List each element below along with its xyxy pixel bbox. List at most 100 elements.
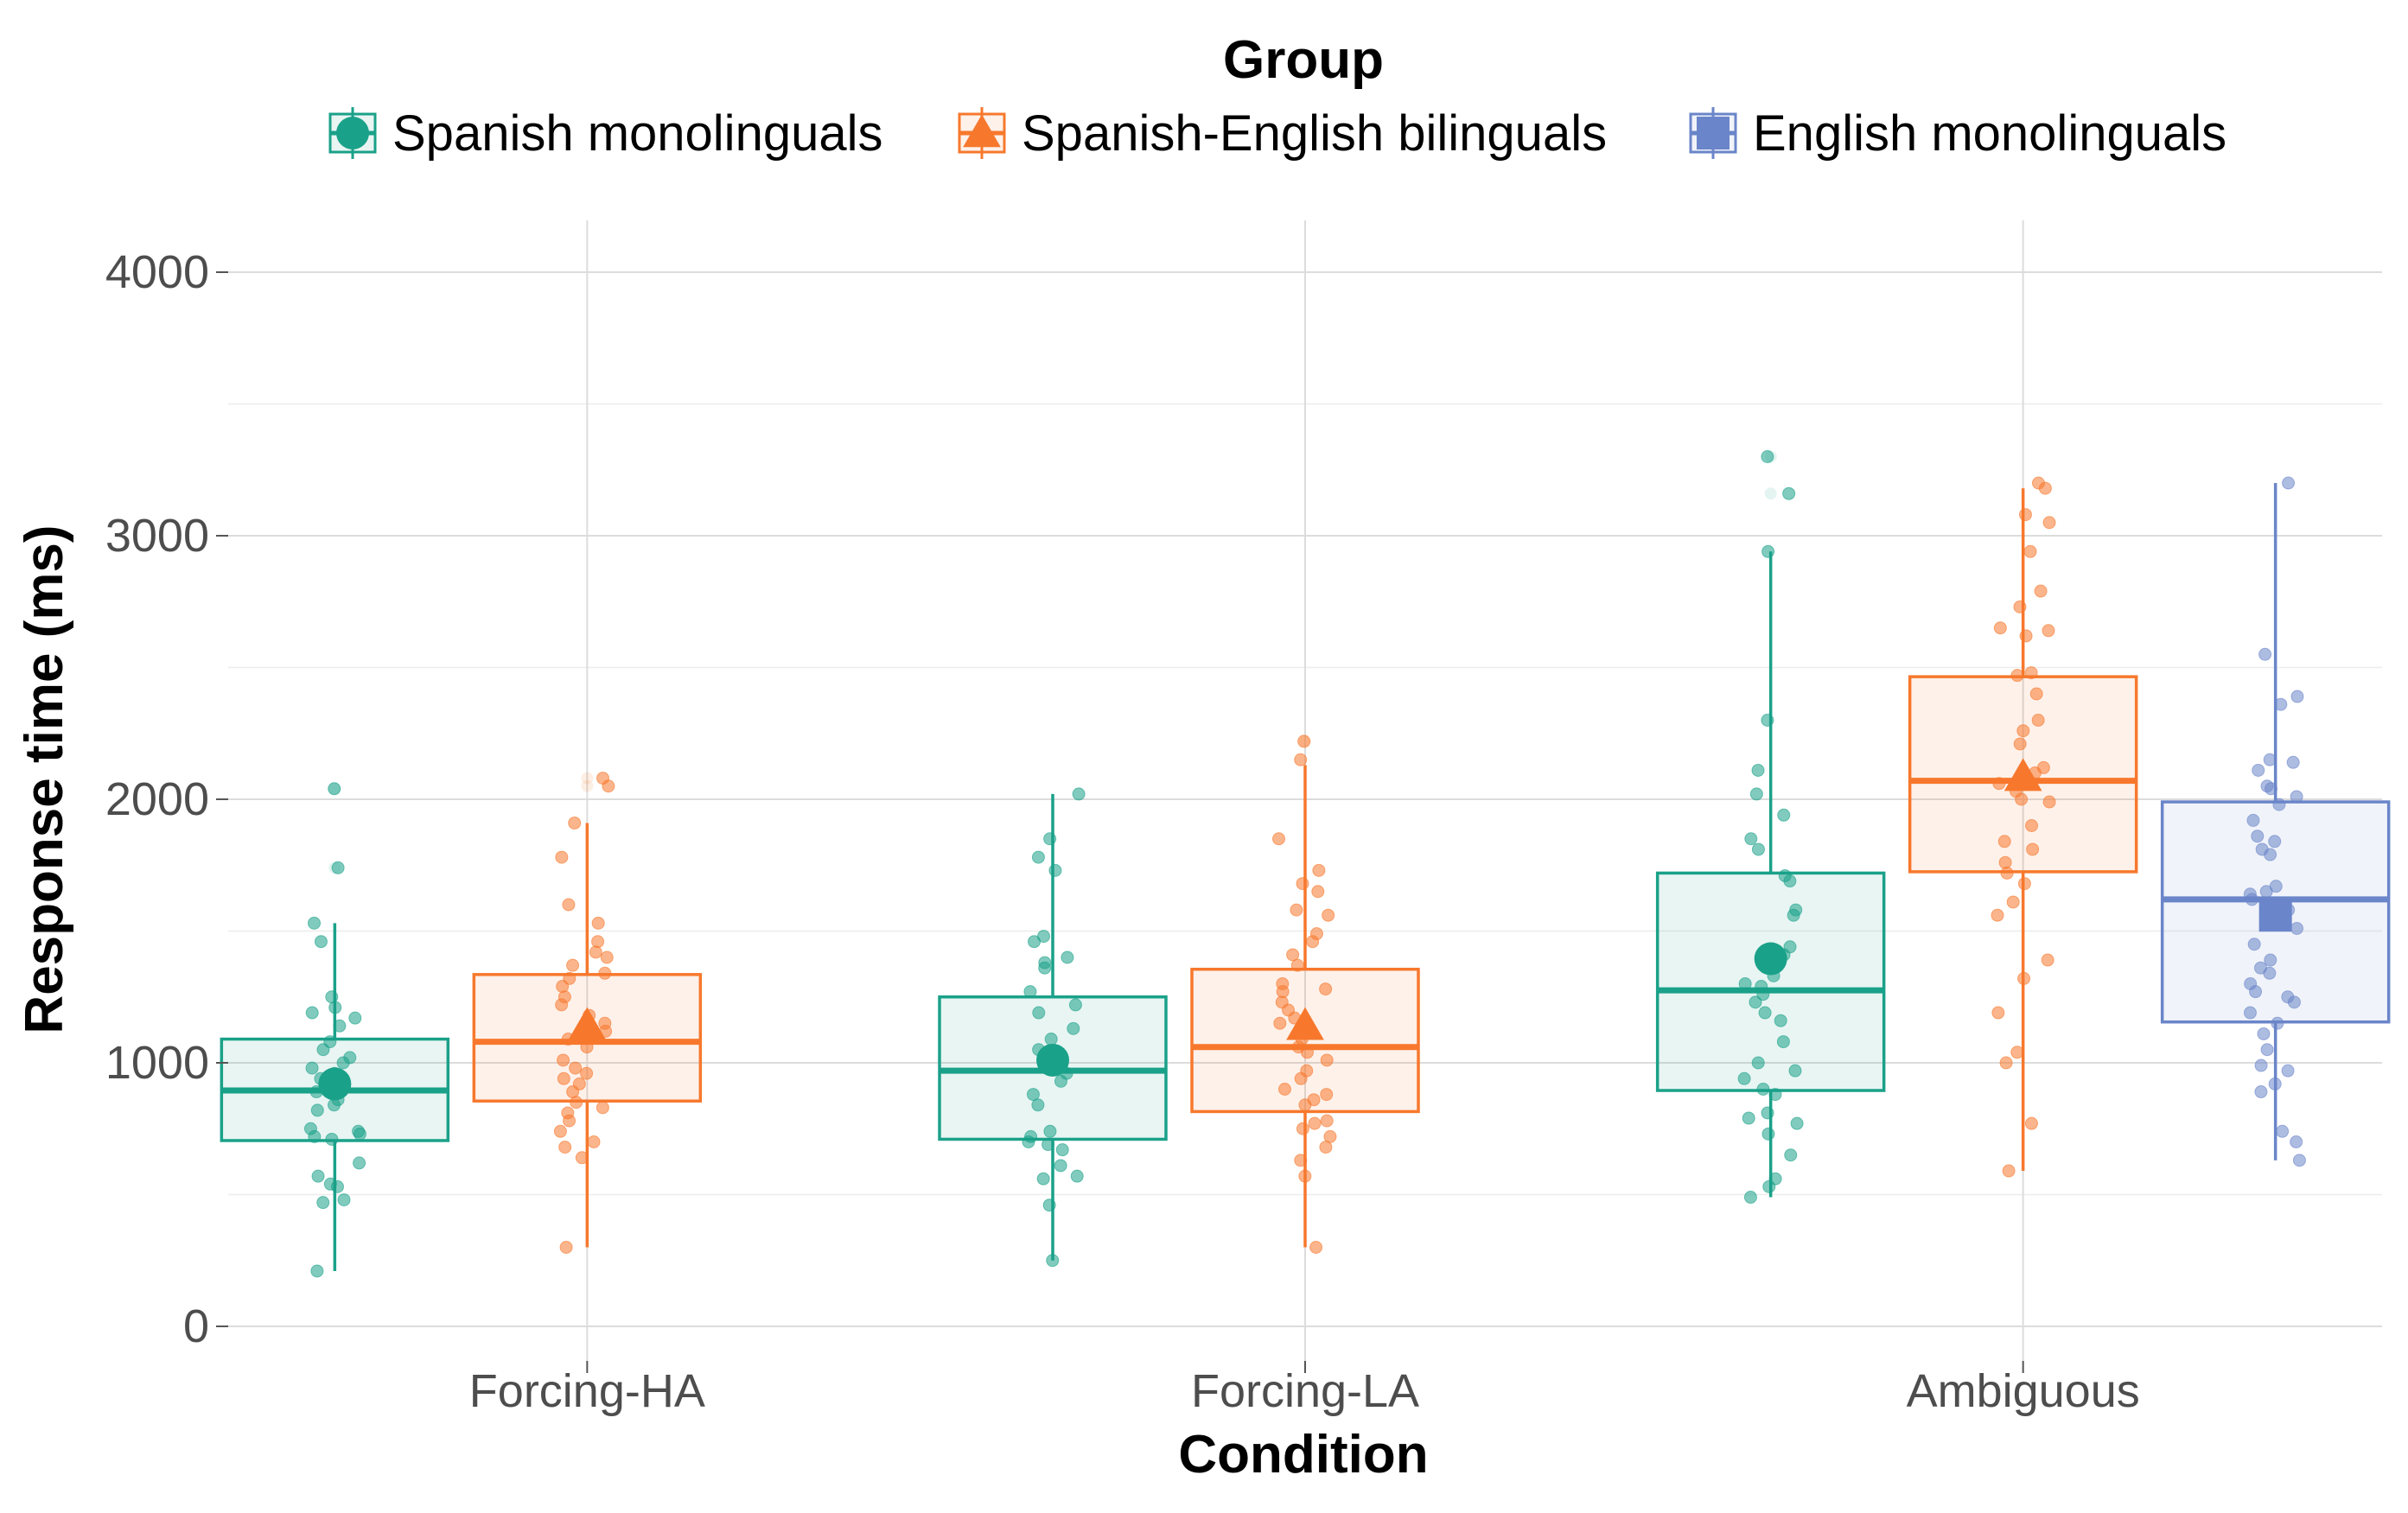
- data-point-spanish-monolinguals: [1751, 763, 1765, 777]
- data-point-spanish-monolinguals: [316, 1043, 330, 1057]
- legend-key-marker: [1697, 117, 1730, 149]
- data-point-spanish-english-bilinguals: [1296, 877, 1309, 891]
- data-point-spanish-english-bilinguals: [2041, 953, 2054, 967]
- data-point-spanish-english-bilinguals: [1294, 1154, 1308, 1167]
- data-point-spanish-english-bilinguals: [1294, 753, 1308, 766]
- data-point-spanish-english-bilinguals: [1992, 777, 2006, 791]
- data-point-spanish-monolinguals: [1761, 544, 1775, 558]
- data-point-spanish-monolinguals: [310, 1264, 324, 1278]
- data-point-english-monolinguals: [2264, 953, 2277, 967]
- data-point-spanish-english-bilinguals: [559, 1241, 573, 1254]
- data-point-spanish-english-bilinguals: [1294, 1071, 1308, 1085]
- data-point-spanish-monolinguals: [308, 1129, 322, 1143]
- legend-item-spanish-monolinguals: Spanish monolinguals: [328, 105, 882, 162]
- mean-marker-spanish-english-bilinguals: [2003, 758, 2042, 791]
- legend-item-spanish-english-bilinguals: Spanish-English bilinguals: [958, 105, 1607, 162]
- data-point-spanish-english-bilinguals: [2002, 1164, 2016, 1178]
- data-point-spanish-english-bilinguals: [558, 1141, 572, 1154]
- data-point-spanish-english-bilinguals: [1298, 1098, 1312, 1112]
- data-point-english-monolinguals: [2265, 782, 2278, 796]
- data-point-spanish-english-bilinguals: [2031, 714, 2045, 727]
- data-point-spanish-english-bilinguals: [589, 945, 602, 959]
- data-point-spanish-english-bilinguals: [555, 998, 569, 1012]
- x-tick-label: Ambiguous: [1907, 1365, 2140, 1417]
- data-point-english-monolinguals: [2290, 690, 2304, 703]
- data-point-spanish-english-bilinguals: [2018, 508, 2032, 522]
- data-point-spanish-monolinguals: [1046, 1254, 1060, 1268]
- data-point-spanish-english-bilinguals: [2023, 544, 2037, 558]
- data-point-spanish-english-bilinguals: [1277, 1083, 1291, 1096]
- outlier-spanish-monolinguals: [1764, 487, 1777, 500]
- data-point-spanish-english-bilinguals: [2024, 666, 2038, 680]
- box-spanish-monolinguals: [1655, 871, 1886, 1092]
- data-point-spanish-monolinguals: [328, 1098, 341, 1112]
- data-point-spanish-english-bilinguals: [569, 1061, 583, 1075]
- data-point-spanish-monolinguals: [1031, 850, 1045, 864]
- data-point-english-monolinguals: [2282, 476, 2296, 490]
- data-point-spanish-monolinguals: [1042, 1198, 1056, 1212]
- legend-label: Spanish-English bilinguals: [1022, 105, 1607, 162]
- box-spanish-english-bilinguals: [472, 973, 703, 1103]
- data-point-spanish-monolinguals: [1784, 1148, 1798, 1162]
- data-point-spanish-monolinguals: [1783, 874, 1797, 888]
- data-point-spanish-english-bilinguals: [1998, 855, 2012, 869]
- data-point-english-monolinguals: [2243, 1006, 2257, 1020]
- data-point-english-monolinguals: [2271, 1016, 2284, 1030]
- data-point-spanish-english-bilinguals: [2019, 629, 2033, 643]
- data-point-english-monolinguals: [2247, 938, 2261, 951]
- data-point-english-monolinguals: [2263, 966, 2277, 980]
- outlier-spanish-english-bilinguals: [581, 772, 594, 785]
- data-point-spanish-english-bilinguals: [602, 779, 615, 793]
- data-point-spanish-monolinguals: [1756, 988, 1770, 1001]
- legend-label: English monolinguals: [1753, 105, 2226, 162]
- data-point-english-monolinguals: [2290, 790, 2303, 804]
- data-point-spanish-english-bilinguals: [2013, 737, 2027, 751]
- data-point-spanish-english-bilinguals: [2024, 1116, 2038, 1130]
- means: [318, 758, 2292, 1101]
- data-point-spanish-english-bilinguals: [557, 1071, 570, 1085]
- data-point-spanish-monolinguals: [1054, 1159, 1067, 1173]
- data-point-spanish-monolinguals: [1067, 1021, 1080, 1035]
- data-point-spanish-monolinguals: [348, 1011, 362, 1025]
- data-point-spanish-english-bilinguals: [598, 966, 612, 980]
- data-point-spanish-monolinguals: [305, 1061, 319, 1075]
- data-point-spanish-english-bilinguals: [557, 1053, 570, 1067]
- data-point-english-monolinguals: [2259, 885, 2273, 899]
- data-point-spanish-english-bilinguals: [2017, 971, 2031, 985]
- data-point-english-monolinguals: [2264, 848, 2277, 861]
- data-point-english-monolinguals: [2274, 697, 2288, 711]
- data-point-spanish-monolinguals: [1782, 486, 1796, 500]
- data-point-english-monolinguals: [2276, 1124, 2290, 1138]
- data-point-spanish-monolinguals: [1749, 787, 1763, 801]
- y-tick-label: 1000: [105, 1037, 209, 1089]
- data-point-spanish-english-bilinguals: [1297, 734, 1311, 748]
- data-point-spanish-english-bilinguals: [1290, 903, 1303, 917]
- x-tick-label: Forcing-LA: [1191, 1365, 1419, 1417]
- legend-key-marker: [336, 117, 369, 149]
- mean-marker-spanish-english-bilinguals: [568, 1007, 607, 1040]
- data-point-spanish-english-bilinguals: [562, 898, 576, 912]
- data-point-spanish-monolinguals: [1762, 1179, 1776, 1193]
- data-point-spanish-english-bilinguals: [1300, 1046, 1314, 1059]
- data-point-english-monolinguals: [2252, 763, 2265, 777]
- data-point-spanish-english-bilinguals: [556, 980, 570, 994]
- data-point-spanish-english-bilinguals: [596, 1101, 609, 1115]
- data-point-spanish-english-bilinguals: [2029, 687, 2043, 701]
- data-point-spanish-monolinguals: [1738, 977, 1752, 990]
- data-point-spanish-english-bilinguals: [2026, 842, 2040, 856]
- data-point-spanish-english-bilinguals: [1993, 621, 2007, 635]
- data-point-spanish-monolinguals: [1044, 1033, 1058, 1046]
- data-point-spanish-monolinguals: [1072, 787, 1086, 801]
- data-point-spanish-english-bilinguals: [1311, 885, 1325, 899]
- data-point-spanish-english-bilinguals: [553, 1124, 567, 1138]
- data-point-spanish-english-bilinguals: [1991, 908, 2004, 922]
- data-point-spanish-monolinguals: [1758, 1006, 1772, 1020]
- data-point-english-monolinguals: [2249, 985, 2263, 999]
- data-point-spanish-monolinguals: [331, 861, 345, 874]
- data-point-spanish-monolinguals: [1023, 985, 1037, 999]
- data-point-spanish-english-bilinguals: [2042, 516, 2056, 530]
- data-point-english-monolinguals: [2286, 755, 2300, 769]
- x-axis-title: Condition: [1178, 1425, 1428, 1484]
- data-point-spanish-monolinguals: [311, 1169, 325, 1183]
